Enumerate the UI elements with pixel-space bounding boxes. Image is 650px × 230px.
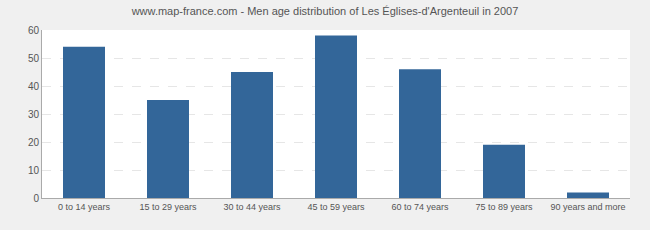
svg-text:20: 20: [28, 137, 40, 148]
svg-text:10: 10: [28, 165, 40, 176]
svg-text:90 years and more: 90 years and more: [550, 202, 625, 212]
svg-text:60: 60: [28, 25, 40, 36]
svg-text:45 to 59 years: 45 to 59 years: [307, 202, 365, 212]
svg-text:75 to 89 years: 75 to 89 years: [475, 202, 533, 212]
svg-text:30: 30: [28, 109, 40, 120]
svg-text:0 to 14 years: 0 to 14 years: [58, 202, 111, 212]
svg-text:30 to 44 years: 30 to 44 years: [223, 202, 281, 212]
svg-text:www.map-france.com - Men age d: www.map-france.com - Men age distributio…: [131, 5, 519, 17]
svg-text:50: 50: [28, 53, 40, 64]
svg-text:0: 0: [33, 193, 39, 204]
svg-text:60 to 74 years: 60 to 74 years: [391, 202, 449, 212]
svg-text:15 to 29 years: 15 to 29 years: [139, 202, 197, 212]
svg-text:40: 40: [28, 81, 40, 92]
